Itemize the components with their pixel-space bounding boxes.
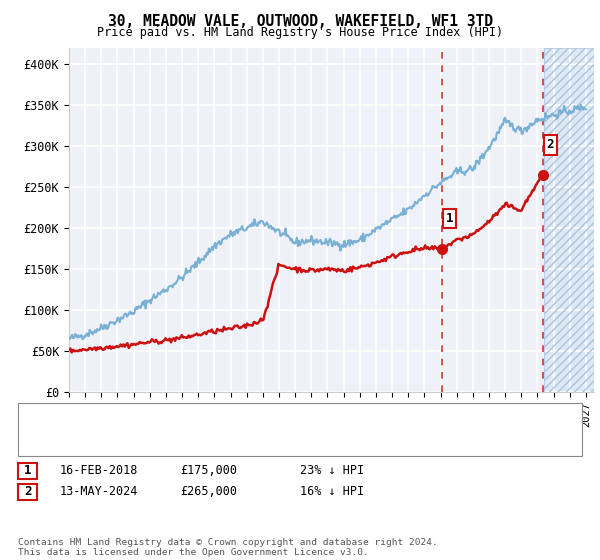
Text: ────: ────: [36, 409, 66, 422]
Text: £175,000: £175,000: [180, 464, 237, 478]
Text: 2: 2: [547, 138, 554, 151]
Text: Price paid vs. HM Land Registry's House Price Index (HPI): Price paid vs. HM Land Registry's House …: [97, 26, 503, 39]
Text: £265,000: £265,000: [180, 485, 237, 498]
Text: Contains HM Land Registry data © Crown copyright and database right 2024.
This d: Contains HM Land Registry data © Crown c…: [18, 538, 438, 557]
Text: 30, MEADOW VALE, OUTWOOD, WAKEFIELD, WF1 3TD (detached house): 30, MEADOW VALE, OUTWOOD, WAKEFIELD, WF1…: [78, 410, 490, 421]
Text: 2: 2: [24, 485, 31, 498]
Text: 16% ↓ HPI: 16% ↓ HPI: [300, 485, 364, 498]
Text: 13-MAY-2024: 13-MAY-2024: [60, 485, 139, 498]
Bar: [544, 48, 594, 392]
Text: 23% ↓ HPI: 23% ↓ HPI: [300, 464, 364, 478]
Text: 30, MEADOW VALE, OUTWOOD, WAKEFIELD, WF1 3TD: 30, MEADOW VALE, OUTWOOD, WAKEFIELD, WF1…: [107, 14, 493, 29]
Text: 1: 1: [446, 212, 453, 225]
Bar: [544, 48, 594, 392]
Text: 16-FEB-2018: 16-FEB-2018: [60, 464, 139, 478]
Text: HPI: Average price, detached house, Wakefield: HPI: Average price, detached house, Wake…: [78, 427, 382, 437]
Text: 1: 1: [24, 464, 31, 478]
Text: ────: ────: [36, 426, 66, 439]
